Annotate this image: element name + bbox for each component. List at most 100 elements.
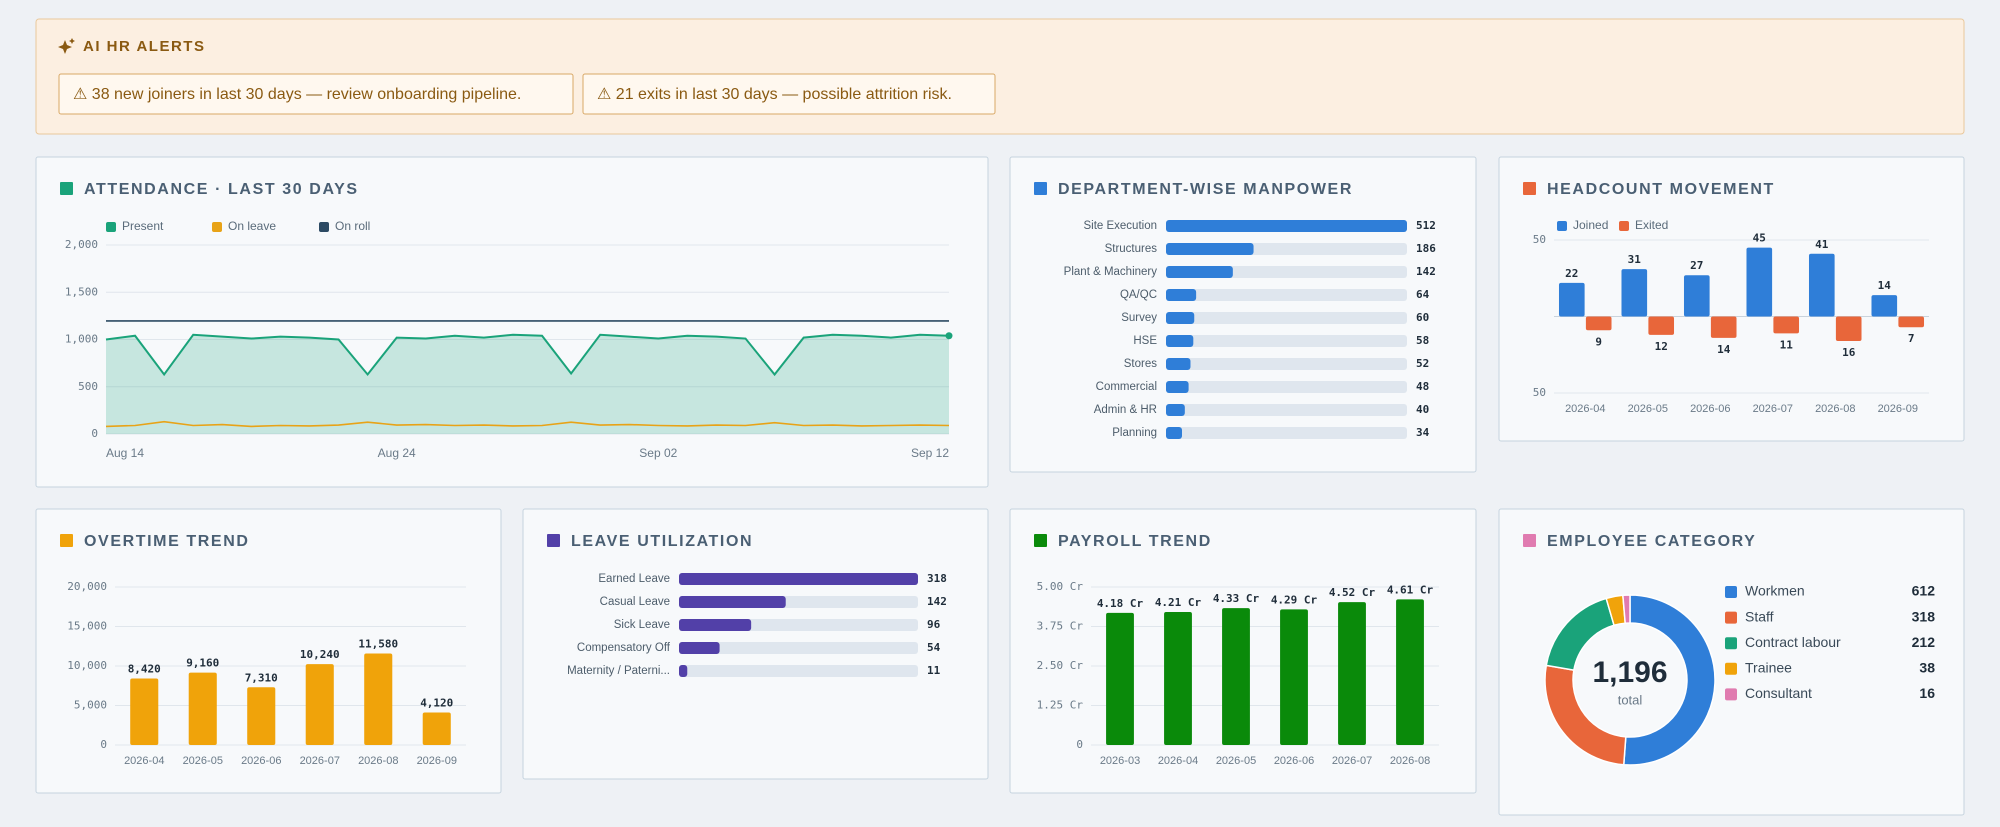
title-swatch	[547, 534, 560, 547]
x-tick-label: Aug 14	[106, 446, 144, 460]
bar	[1166, 220, 1407, 232]
x-tick-label: 2026-03	[1100, 755, 1140, 767]
bar	[1871, 295, 1898, 317]
bar-track	[1166, 427, 1407, 439]
bar	[1396, 599, 1424, 745]
title-swatch	[60, 534, 73, 547]
bar	[1222, 608, 1250, 745]
value-label: 22	[1565, 267, 1578, 280]
value-label: 60	[1416, 311, 1429, 324]
bar	[679, 642, 720, 654]
bar	[1166, 404, 1185, 416]
x-tick-label: 2026-04	[1565, 403, 1605, 415]
y-tick-label: 15,000	[67, 620, 107, 633]
category-label: Survey	[1121, 312, 1157, 324]
legend-swatch	[212, 222, 222, 232]
category-label: Casual Leave	[600, 596, 670, 608]
x-tick-label: 2026-08	[1815, 403, 1855, 415]
legend-swatch	[1725, 586, 1737, 598]
legend-label: Consultant	[1745, 685, 1812, 701]
x-tick-label: 2026-04	[1158, 755, 1198, 767]
legend-swatch	[1725, 637, 1737, 650]
value-label: 9	[1595, 335, 1602, 348]
value-label: 14	[1717, 343, 1731, 356]
bar	[1835, 316, 1862, 341]
category-label: Admin & HR	[1094, 404, 1157, 416]
bar	[1166, 335, 1194, 347]
bar	[1773, 316, 1800, 334]
panel-title: OVERTIME TREND	[84, 533, 250, 550]
category-label: Plant & Machinery	[1064, 266, 1158, 278]
x-tick-label: 2026-07	[300, 755, 340, 767]
value-label: 54	[927, 641, 941, 654]
value-label: 58	[1416, 334, 1429, 347]
bar-track	[1166, 312, 1407, 324]
y-tick-label: 5.00 Cr	[1037, 580, 1084, 593]
panel-title: HEADCOUNT MOVEMENT	[1547, 181, 1775, 198]
alerts-title: AI HR ALERTS	[83, 38, 205, 55]
y-tick-label: 0	[100, 738, 107, 751]
y-tick-label: 0	[91, 427, 98, 440]
category-label: HSE	[1133, 335, 1157, 347]
value-label: 11	[1780, 338, 1794, 351]
legend-value: 212	[1912, 634, 1936, 650]
bar	[1585, 316, 1612, 331]
value-label: 318	[927, 572, 947, 585]
legend-value: 38	[1919, 660, 1935, 676]
value-label: 41	[1815, 238, 1829, 251]
category-label: Earned Leave	[598, 573, 670, 585]
legend-label: Joined	[1573, 218, 1608, 232]
bar	[422, 712, 451, 745]
value-label: 11	[927, 664, 941, 677]
bar	[305, 664, 334, 745]
value-label: 7,310	[245, 671, 278, 684]
value-label: 142	[1416, 265, 1436, 278]
y-tick-label: 20,000	[67, 580, 107, 593]
legend-label: Contract labour	[1745, 634, 1841, 650]
panel	[1498, 156, 1965, 442]
bar	[1166, 243, 1254, 255]
bar	[1106, 612, 1134, 745]
x-tick-label: Sep 12	[911, 446, 949, 460]
value-label: 52	[1416, 357, 1429, 370]
category-label: QA/QC	[1120, 289, 1157, 301]
bar-track	[1166, 335, 1407, 347]
value-label: 12	[1655, 340, 1668, 353]
panel-title: DEPARTMENT-WISE MANPOWER	[1058, 181, 1353, 198]
value-label: 8,420	[128, 662, 161, 675]
legend-label: Workmen	[1745, 583, 1805, 599]
x-tick-label: Sep 02	[639, 446, 677, 460]
panel-title: LEAVE UTILIZATION	[571, 533, 753, 550]
panel-title: EMPLOYEE CATEGORY	[1547, 533, 1756, 550]
legend-swatch	[319, 222, 329, 232]
y-tick-label: 1.25 Cr	[1037, 699, 1084, 712]
title-swatch	[1523, 534, 1536, 547]
category-label: Maternity / Paterni...	[567, 665, 670, 677]
value-label: 48	[1416, 380, 1429, 393]
bar-track	[679, 642, 918, 654]
alert-text: ⚠ 38 new joiners in last 30 days — revie…	[73, 86, 521, 103]
value-label: 14	[1878, 279, 1892, 292]
x-tick-label: 2026-06	[241, 755, 281, 767]
legend-swatch	[1619, 221, 1629, 231]
bar	[679, 596, 786, 608]
category-label: Commercial	[1096, 381, 1157, 393]
panel-title: PAYROLL TREND	[1058, 533, 1212, 550]
legend-swatch	[106, 222, 116, 232]
value-label: 45	[1753, 232, 1766, 245]
y-tick-label: 2.50 Cr	[1037, 659, 1084, 672]
value-label: 31	[1628, 253, 1642, 266]
legend-value: 16	[1919, 685, 1935, 701]
legend-label: Staff	[1745, 608, 1774, 624]
y-tick-label: 500	[78, 380, 98, 393]
y-tick-label: 3.75 Cr	[1037, 620, 1084, 633]
bar	[1648, 316, 1675, 335]
title-swatch	[1523, 182, 1536, 195]
bar	[1166, 289, 1197, 301]
bar	[1898, 316, 1925, 328]
line	[105, 333, 950, 377]
alert-text: ⚠ 21 exits in last 30 days — possible at…	[597, 86, 952, 103]
category-label: Compensatory Off	[577, 642, 671, 654]
value-label: 4.21 Cr	[1155, 596, 1202, 609]
bar	[1166, 427, 1183, 439]
